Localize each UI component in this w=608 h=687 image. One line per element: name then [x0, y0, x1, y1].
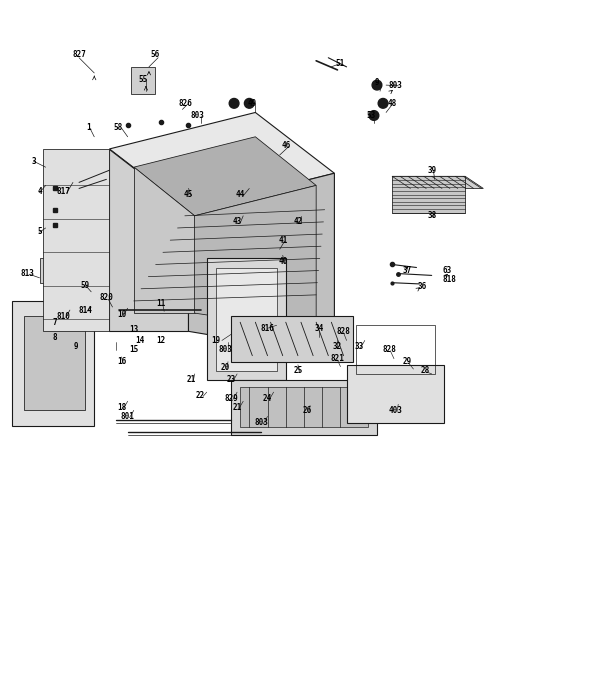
Text: 9: 9	[375, 78, 379, 87]
Text: 59: 59	[80, 281, 90, 290]
Text: 11: 11	[156, 300, 166, 308]
Text: 40: 40	[278, 257, 288, 266]
Text: 810: 810	[57, 312, 71, 321]
Text: 63: 63	[442, 266, 452, 275]
Text: 826: 826	[179, 99, 192, 108]
Polygon shape	[109, 149, 188, 331]
Circle shape	[372, 80, 382, 90]
Text: 36: 36	[418, 282, 427, 291]
Text: 3: 3	[31, 157, 36, 166]
Text: 827: 827	[72, 50, 86, 59]
Polygon shape	[392, 177, 483, 188]
Text: 817: 817	[57, 187, 71, 196]
Text: 5: 5	[37, 227, 42, 236]
Text: 9: 9	[74, 342, 78, 351]
Polygon shape	[109, 113, 334, 210]
Text: 801: 801	[121, 412, 134, 421]
Polygon shape	[24, 316, 85, 410]
Polygon shape	[392, 177, 465, 213]
Polygon shape	[347, 365, 444, 423]
Text: 828: 828	[382, 345, 396, 354]
Polygon shape	[12, 301, 94, 425]
Text: 21: 21	[187, 376, 196, 385]
Text: 829: 829	[224, 394, 238, 403]
Text: 43: 43	[232, 217, 242, 227]
Text: 22: 22	[196, 391, 206, 400]
Text: 48: 48	[387, 99, 397, 108]
Text: 56: 56	[150, 50, 160, 59]
Text: 821: 821	[331, 354, 344, 363]
Text: 21: 21	[232, 403, 242, 412]
Text: 803: 803	[255, 418, 268, 427]
Text: 38: 38	[427, 212, 437, 221]
Text: 13: 13	[129, 325, 139, 334]
Text: 51: 51	[336, 59, 345, 68]
Text: 42: 42	[293, 217, 303, 227]
Polygon shape	[195, 185, 316, 331]
Text: 803: 803	[389, 80, 402, 89]
Polygon shape	[231, 380, 377, 435]
Text: 26: 26	[302, 406, 312, 415]
Text: 25: 25	[293, 366, 303, 375]
Circle shape	[229, 98, 239, 109]
Text: 814: 814	[78, 306, 92, 315]
Polygon shape	[134, 167, 195, 313]
Text: 29: 29	[402, 357, 412, 366]
Text: 4: 4	[37, 187, 42, 196]
Text: 44: 44	[235, 190, 245, 199]
Text: 19: 19	[211, 336, 221, 345]
Text: 34: 34	[314, 324, 324, 333]
Text: 37: 37	[402, 266, 412, 275]
Polygon shape	[231, 316, 353, 362]
Text: 828: 828	[337, 327, 350, 336]
Text: 818: 818	[443, 275, 457, 284]
Text: 28: 28	[421, 366, 430, 375]
Circle shape	[244, 98, 254, 109]
Text: 49: 49	[247, 99, 257, 108]
Polygon shape	[216, 267, 277, 371]
Circle shape	[378, 98, 388, 109]
Bar	[40, 258, 58, 282]
Text: 813: 813	[21, 269, 34, 278]
Text: 7: 7	[52, 317, 57, 327]
Text: 15: 15	[129, 345, 139, 354]
Text: 1: 1	[86, 123, 91, 132]
Text: 53: 53	[366, 111, 376, 120]
Text: 33: 33	[354, 342, 364, 351]
Circle shape	[369, 111, 379, 120]
Bar	[356, 325, 435, 374]
Text: 12: 12	[156, 336, 166, 345]
Text: 816: 816	[261, 324, 274, 333]
Text: 8: 8	[52, 333, 57, 342]
Text: 45: 45	[184, 190, 193, 199]
Text: 55: 55	[138, 74, 148, 84]
Polygon shape	[188, 173, 334, 356]
Text: 403: 403	[389, 406, 402, 415]
Polygon shape	[134, 137, 316, 216]
Text: 20: 20	[220, 363, 230, 372]
Text: 24: 24	[263, 394, 272, 403]
Polygon shape	[43, 149, 109, 331]
Text: 32: 32	[333, 342, 342, 351]
Text: 16: 16	[117, 357, 126, 366]
Text: 46: 46	[281, 142, 291, 150]
Text: 23: 23	[226, 376, 236, 385]
Text: 10: 10	[117, 310, 126, 319]
Polygon shape	[207, 258, 286, 380]
Polygon shape	[240, 387, 368, 427]
Polygon shape	[131, 67, 155, 94]
Text: 39: 39	[427, 166, 437, 174]
Text: 803: 803	[218, 345, 232, 354]
Text: 18: 18	[117, 403, 126, 412]
Text: 41: 41	[278, 236, 288, 245]
Text: 14: 14	[135, 336, 145, 345]
Text: 820: 820	[100, 293, 113, 302]
Text: 58: 58	[114, 123, 123, 132]
Text: 803: 803	[191, 111, 204, 120]
